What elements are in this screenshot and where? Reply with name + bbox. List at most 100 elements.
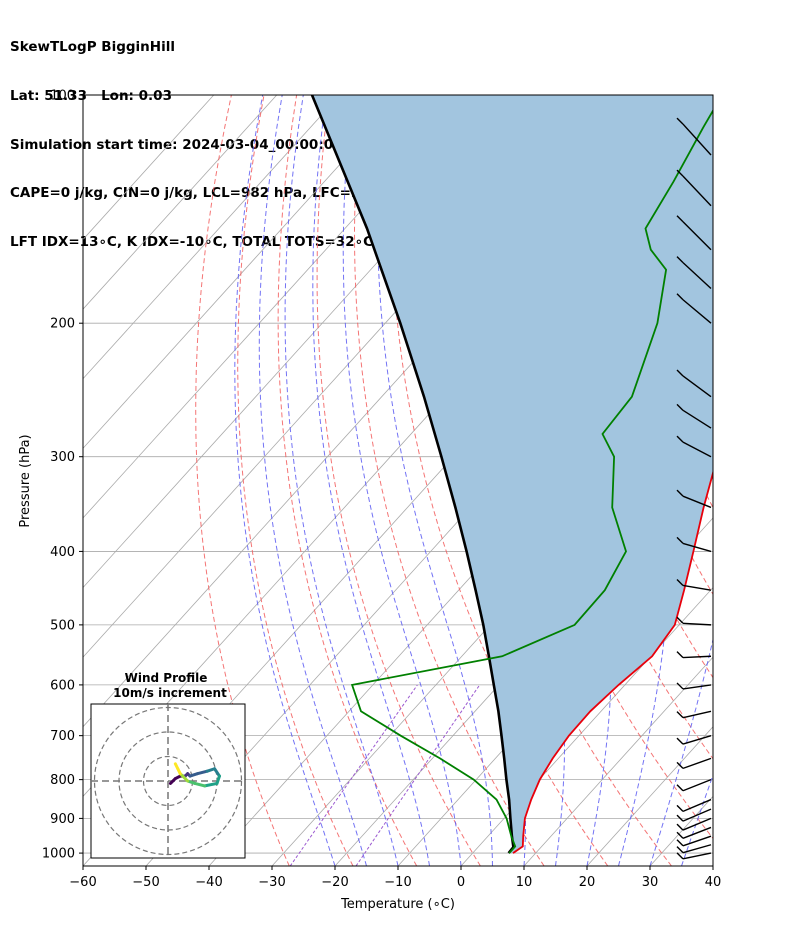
isotherm-gridline <box>83 95 278 310</box>
wind-barbs <box>676 117 712 860</box>
wind-barb-flag <box>676 804 684 812</box>
y-tick-label: 100 <box>50 89 75 104</box>
wind-barb-flag <box>676 737 684 745</box>
isotherm-gridline <box>83 95 404 449</box>
moist-adiabat <box>342 95 462 866</box>
wind-barb-staff <box>682 441 712 458</box>
x-axis-label: Temperature (∘C) <box>340 897 455 912</box>
moist-adiabat <box>712 864 713 866</box>
x-tick-label: −10 <box>384 875 411 890</box>
wind-barb-staff <box>682 844 712 854</box>
hodograph-segment <box>193 781 207 788</box>
isotherm-gridline <box>83 95 341 380</box>
x-tick-label: 0 <box>457 875 465 890</box>
x-tick-label: 10 <box>516 875 533 890</box>
hodograph-title: Wind Profile <box>125 671 208 685</box>
title-line-2: Lat: 51.33 Lon: 0.03 <box>10 88 172 105</box>
dry-adiabat <box>786 95 794 866</box>
wind-barb-staff <box>682 778 712 792</box>
wind-barb-staff <box>682 808 712 822</box>
x-tick-label: 30 <box>642 875 659 890</box>
isotherm-gridline <box>460 586 713 866</box>
wind-barb-flag <box>676 823 684 831</box>
wind-barb-staff <box>682 299 712 324</box>
wind-barb-flag <box>676 651 684 659</box>
dry-adiabat <box>237 95 354 866</box>
wind-barb-flag <box>676 852 684 860</box>
wind-barb-staff <box>682 757 712 770</box>
x-tick-label: −60 <box>69 875 96 890</box>
wind-barb-flag <box>676 169 684 177</box>
y-tick-label: 1000 <box>42 847 75 862</box>
wind-barb-flag <box>676 215 684 223</box>
wind-barb-flag <box>676 616 684 624</box>
wind-barb-staff <box>682 826 712 839</box>
parcel-profile-line <box>310 95 515 854</box>
wind-barb-flag <box>676 536 684 544</box>
mixing-ratio-line <box>289 684 418 866</box>
wind-barb-flag <box>676 435 684 443</box>
wind-barb-staff <box>682 495 712 509</box>
hodograph-segment <box>195 769 209 776</box>
moist-adiabat <box>312 95 430 866</box>
isotherm-gridline <box>83 95 467 519</box>
hodograph-segment <box>173 762 180 771</box>
wind-barb-flag <box>676 761 684 769</box>
wind-barb-staff <box>682 409 712 429</box>
wind-barb-staff <box>682 123 712 156</box>
mixing-ratio-line <box>355 684 481 866</box>
dry-adiabat <box>195 95 290 866</box>
x-tick-label: −30 <box>258 875 285 890</box>
isotherm-gridline <box>83 95 215 241</box>
wind-barb-staff <box>682 835 712 847</box>
y-tick-label: 800 <box>50 773 75 788</box>
y-tick-label: 700 <box>50 729 75 744</box>
wind-barb-flag <box>676 578 684 586</box>
dewpoint-line <box>350 108 713 854</box>
hodograph-subtitle: 10m/s increment <box>113 686 227 700</box>
y-tick-label: 400 <box>50 545 75 560</box>
x-tick-label: 40 <box>705 875 722 890</box>
dry-adiabat <box>390 95 609 866</box>
wind-barb-flag <box>676 117 684 125</box>
wind-barb-staff <box>682 852 712 860</box>
wind-barb-flag <box>676 403 684 411</box>
wind-barb-staff <box>682 622 712 626</box>
moist-adiabat <box>377 95 493 866</box>
x-tick-label: 20 <box>579 875 596 890</box>
wind-barb-flag <box>676 256 684 264</box>
wind-barb-flag <box>676 489 684 497</box>
y-tick-label: 900 <box>50 812 75 827</box>
dry-adiabat <box>754 95 794 866</box>
y-tick-label: 300 <box>50 450 75 465</box>
wind-barb-flag <box>676 369 684 377</box>
wind-barb-flag <box>676 711 684 719</box>
wind-barb-staff <box>682 175 712 207</box>
y-tick-label: 200 <box>50 317 75 332</box>
wind-barb-flag <box>676 831 684 839</box>
wind-barb-staff <box>682 584 712 591</box>
x-tick-label: −20 <box>321 875 348 890</box>
y-tick-label: 500 <box>50 618 75 633</box>
isotherm-gridline <box>776 95 794 866</box>
y-tick-label: 600 <box>50 678 75 693</box>
wind-barb-flag <box>676 814 684 822</box>
wind-barb-flag <box>676 293 684 301</box>
x-tick-label: −40 <box>195 875 222 890</box>
hodograph-segment <box>203 781 219 788</box>
cape-cin-shading <box>312 95 713 854</box>
wind-barb-flag <box>676 839 684 847</box>
moist-adiabat <box>284 95 399 866</box>
wind-barb-flag <box>676 846 684 854</box>
wind-barb-staff <box>682 684 712 690</box>
wind-barb-staff <box>682 542 712 553</box>
wind-barb-staff <box>682 375 712 398</box>
y-axis-label: Pressure (hPa) <box>18 434 33 527</box>
isotherm-gridline <box>712 865 713 866</box>
wind-barb-staff <box>682 262 712 290</box>
wind-barb-flag <box>676 682 684 690</box>
dry-adiabat <box>721 95 794 866</box>
wind-barb-staff <box>682 221 712 251</box>
wind-barb-flag <box>676 784 684 792</box>
